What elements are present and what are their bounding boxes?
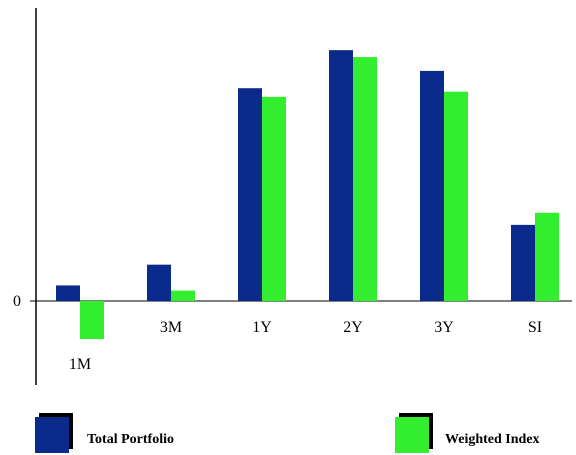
bars-group xyxy=(56,50,559,340)
x-tick-label-1y: 1Y xyxy=(252,319,272,336)
bar-total-portfolio-3m xyxy=(147,264,171,301)
x-tick-label-3y: 3Y xyxy=(434,319,454,336)
legend-swatch-total-portfolio xyxy=(35,417,69,453)
y-tick-label-0: 0 xyxy=(13,293,21,310)
bar-weighted-index-3m xyxy=(171,290,195,301)
legend-label-total-portfolio: Total Portfolio xyxy=(87,432,174,447)
x-tick-label-1m: 1M xyxy=(69,356,91,373)
bar-weighted-index-1y xyxy=(262,96,286,301)
x-tick-label-2y: 2Y xyxy=(343,319,363,336)
bar-weighted-index-1m xyxy=(80,301,104,340)
x-tick-label-si: SI xyxy=(528,319,542,336)
bar-total-portfolio-1y xyxy=(238,88,262,302)
bar-total-portfolio-2y xyxy=(329,50,353,302)
legend-swatch-weighted-index xyxy=(395,417,429,453)
bar-weighted-index-3y xyxy=(444,91,468,301)
bar-total-portfolio-si xyxy=(511,224,535,301)
legend-item-total-portfolio: Total Portfolio xyxy=(35,413,174,453)
x-tick-labels: 1M 3M 1Y 2Y 3Y SI xyxy=(69,319,542,373)
bar-weighted-index-2y xyxy=(353,57,377,301)
legend-label-weighted-index: Weighted Index xyxy=(445,432,540,447)
bar-total-portfolio-1m xyxy=(56,285,80,301)
bar-total-portfolio-3y xyxy=(420,70,444,301)
legend-item-weighted-index: Weighted Index xyxy=(395,413,540,453)
x-tick-label-3m: 3M xyxy=(160,319,182,336)
bar-weighted-index-si xyxy=(535,212,559,301)
legend: Total Portfolio Weighted Index xyxy=(35,413,540,453)
